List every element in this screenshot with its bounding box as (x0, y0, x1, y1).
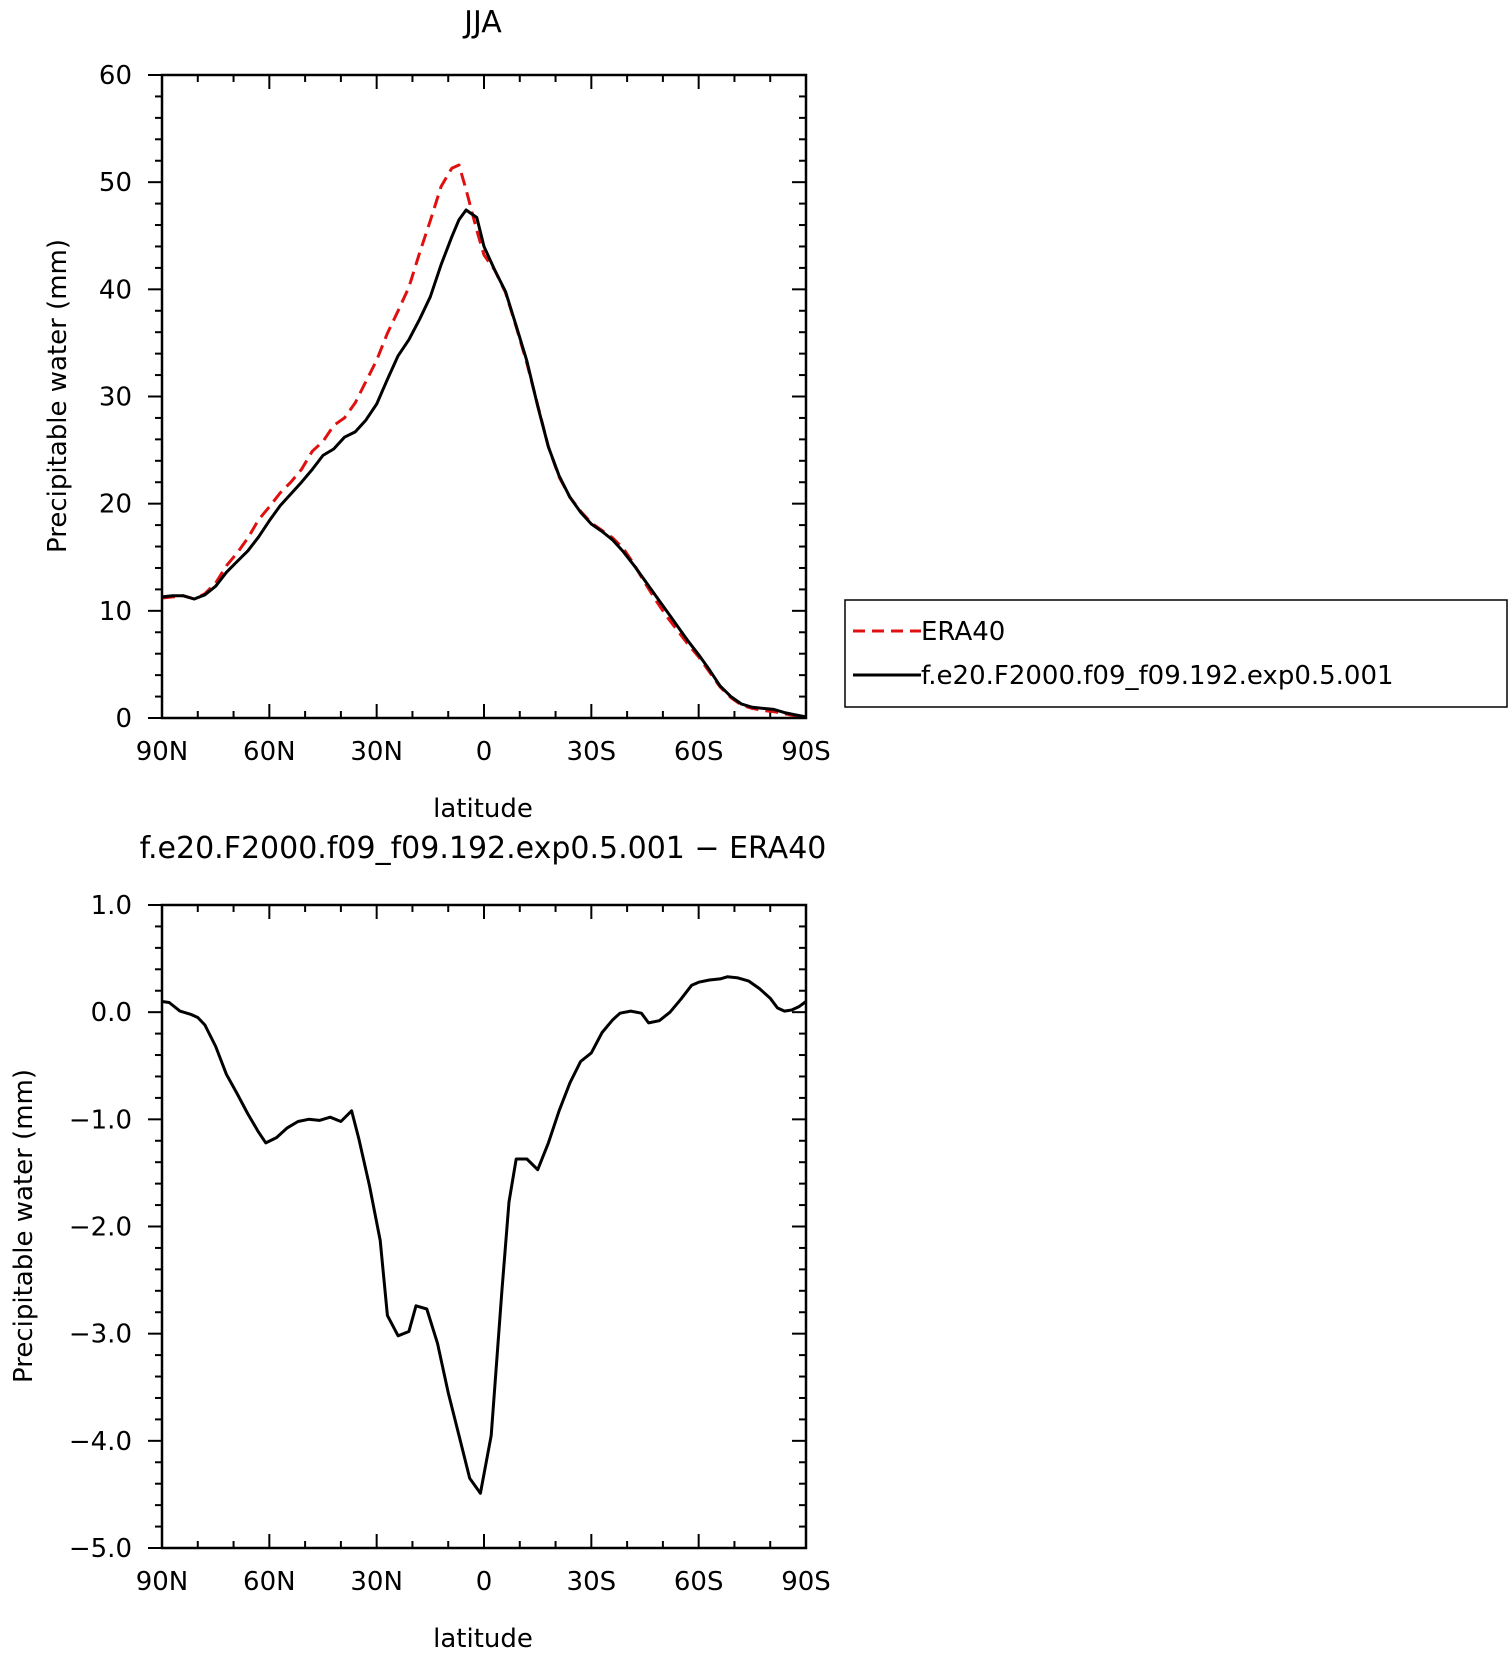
y-axis-title: Precipitable water (mm) (9, 1069, 39, 1383)
x-tick-label: 0 (476, 737, 493, 767)
ticks (148, 74, 807, 719)
y-tick-label: 50 (99, 168, 132, 198)
y-tick-label: −5.0 (69, 1534, 132, 1564)
x-tick-label: 30S (567, 1567, 617, 1597)
tick-labels: 90N 60N 30N 0 30S 60S 90S 0 10 20 30 40 50 60 (99, 61, 831, 767)
y-tick-label: 0 (115, 704, 132, 734)
legend-box (844, 599, 1508, 708)
y-tick-label: −3.0 (69, 1320, 132, 1350)
panel-difference: f.e20.F2000.f09_f09.192.exp0.5.001 − ERA… (9, 831, 831, 1654)
x-tick-label: 90N (136, 1567, 189, 1597)
x-tick-label: 60N (243, 737, 296, 767)
x-tick-label: 90S (781, 737, 831, 767)
x-tick-label: 90S (781, 1567, 831, 1597)
x-tick-label: 0 (476, 1567, 493, 1597)
y-tick-label: 40 (99, 275, 132, 305)
series-line-1 (161, 208, 807, 719)
x-axis-title: latitude (433, 1624, 533, 1654)
y-tick-label: 30 (99, 383, 132, 413)
y-tick-label: −4.0 (69, 1427, 132, 1457)
plot-frame (160, 903, 808, 1550)
chart-title: JJA (462, 5, 502, 40)
series-line-0 (161, 975, 807, 1495)
legend: ERA40 f.e20.F2000.f09_f09.192.exp0.5.001 (844, 599, 1508, 708)
chart-title: f.e20.F2000.f09_f09.192.exp0.5.001 − ERA… (140, 831, 827, 866)
y-axis-title: Precipitable water (mm) (43, 239, 73, 553)
y-tick-label: 0.0 (91, 998, 132, 1028)
x-tick-label: 90N (136, 737, 189, 767)
legend-label-model: f.e20.F2000.f09_f09.192.exp0.5.001 (921, 661, 1394, 691)
y-tick-label: 60 (99, 61, 132, 91)
ticks (148, 904, 807, 1549)
series-layer (161, 163, 807, 719)
tick-labels: 90N 60N 30N 0 30S 60S 90S 1.0 0.0 −1.0 −2.0 −3.0 −4.… (69, 891, 831, 1597)
y-tick-label: −1.0 (69, 1105, 132, 1135)
x-axis-title: latitude (433, 794, 533, 824)
x-tick-label: 30N (350, 1567, 403, 1597)
y-tick-label: 20 (99, 490, 132, 520)
panel-mean: JJA latitude Precipitable water (mm) 90N… (43, 5, 831, 824)
legend-label-era40: ERA40 (921, 617, 1005, 647)
y-tick-label: −2.0 (69, 1213, 132, 1243)
x-tick-label: 60S (674, 737, 724, 767)
x-tick-label: 30N (350, 737, 403, 767)
y-tick-label: 1.0 (91, 891, 132, 921)
y-tick-label: 10 (99, 597, 132, 627)
series-layer (161, 975, 807, 1495)
x-tick-label: 60N (243, 1567, 296, 1597)
x-tick-label: 30S (567, 737, 617, 767)
x-tick-label: 60S (674, 1567, 724, 1597)
plot-frame (160, 73, 808, 720)
